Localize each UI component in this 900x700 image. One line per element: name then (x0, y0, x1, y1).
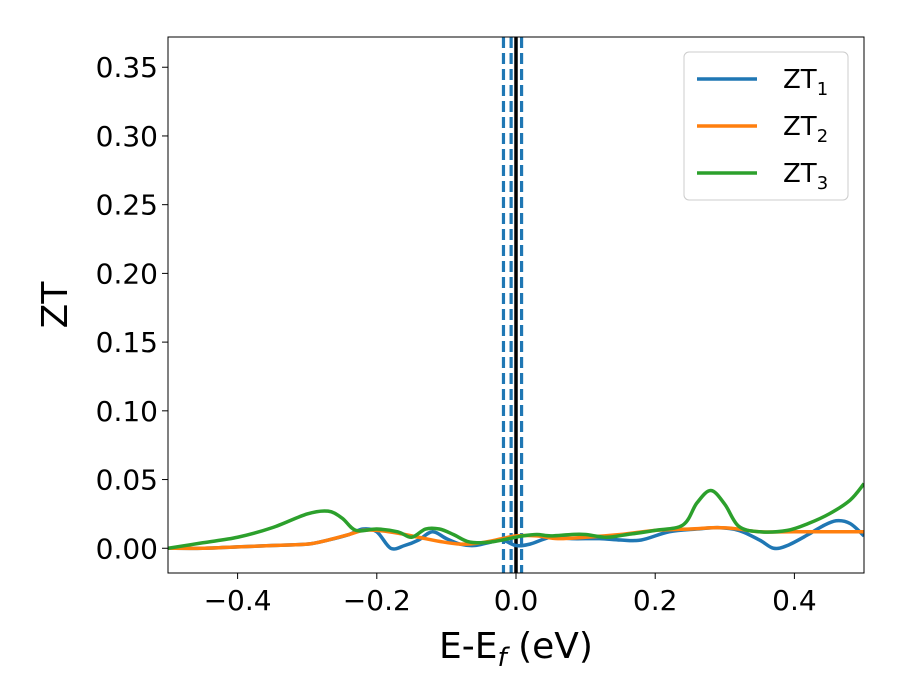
legend-box (683, 51, 849, 201)
y-tick-label: 0.25 (96, 189, 158, 222)
legend-label-zt3: ZT3 (783, 159, 828, 194)
x-tick-label: 0.2 (633, 584, 678, 617)
y-tick-label: 0.30 (96, 120, 158, 153)
x-axis-label: E-Ef (eV) (439, 626, 593, 673)
x-tick-label: −0.4 (204, 584, 272, 617)
legend-label-zt1: ZT1 (783, 65, 828, 100)
legend-label-zt2: ZT2 (783, 112, 828, 147)
y-tick-label: 0.10 (96, 395, 158, 428)
x-tick-label: −0.2 (343, 584, 411, 617)
y-axis-label: ZT (35, 281, 76, 329)
y-tick-label: 0.05 (96, 464, 158, 497)
y-axis: 0.00 0.05 0.10 0.15 0.20 0.25 0.30 0.35 (96, 51, 168, 565)
x-axis: −0.4 −0.2 0.0 0.2 0.4 (204, 573, 817, 617)
legend: ZT1 ZT2 ZT3 (683, 51, 849, 201)
y-tick-label: 0.35 (96, 51, 158, 84)
x-axis-label-unit: (eV) (507, 626, 593, 667)
y-tick-label: 0.20 (96, 257, 158, 290)
y-tick-label: 0.00 (96, 532, 158, 565)
x-tick-label: 0.0 (494, 584, 539, 617)
plot-area (168, 37, 864, 573)
x-axis-label-main: E-E (439, 626, 497, 667)
series-line-zt3 (168, 482, 864, 550)
y-tick-label: 0.15 (96, 326, 158, 359)
series-group (168, 37, 864, 573)
x-tick-label: 0.4 (772, 584, 817, 617)
